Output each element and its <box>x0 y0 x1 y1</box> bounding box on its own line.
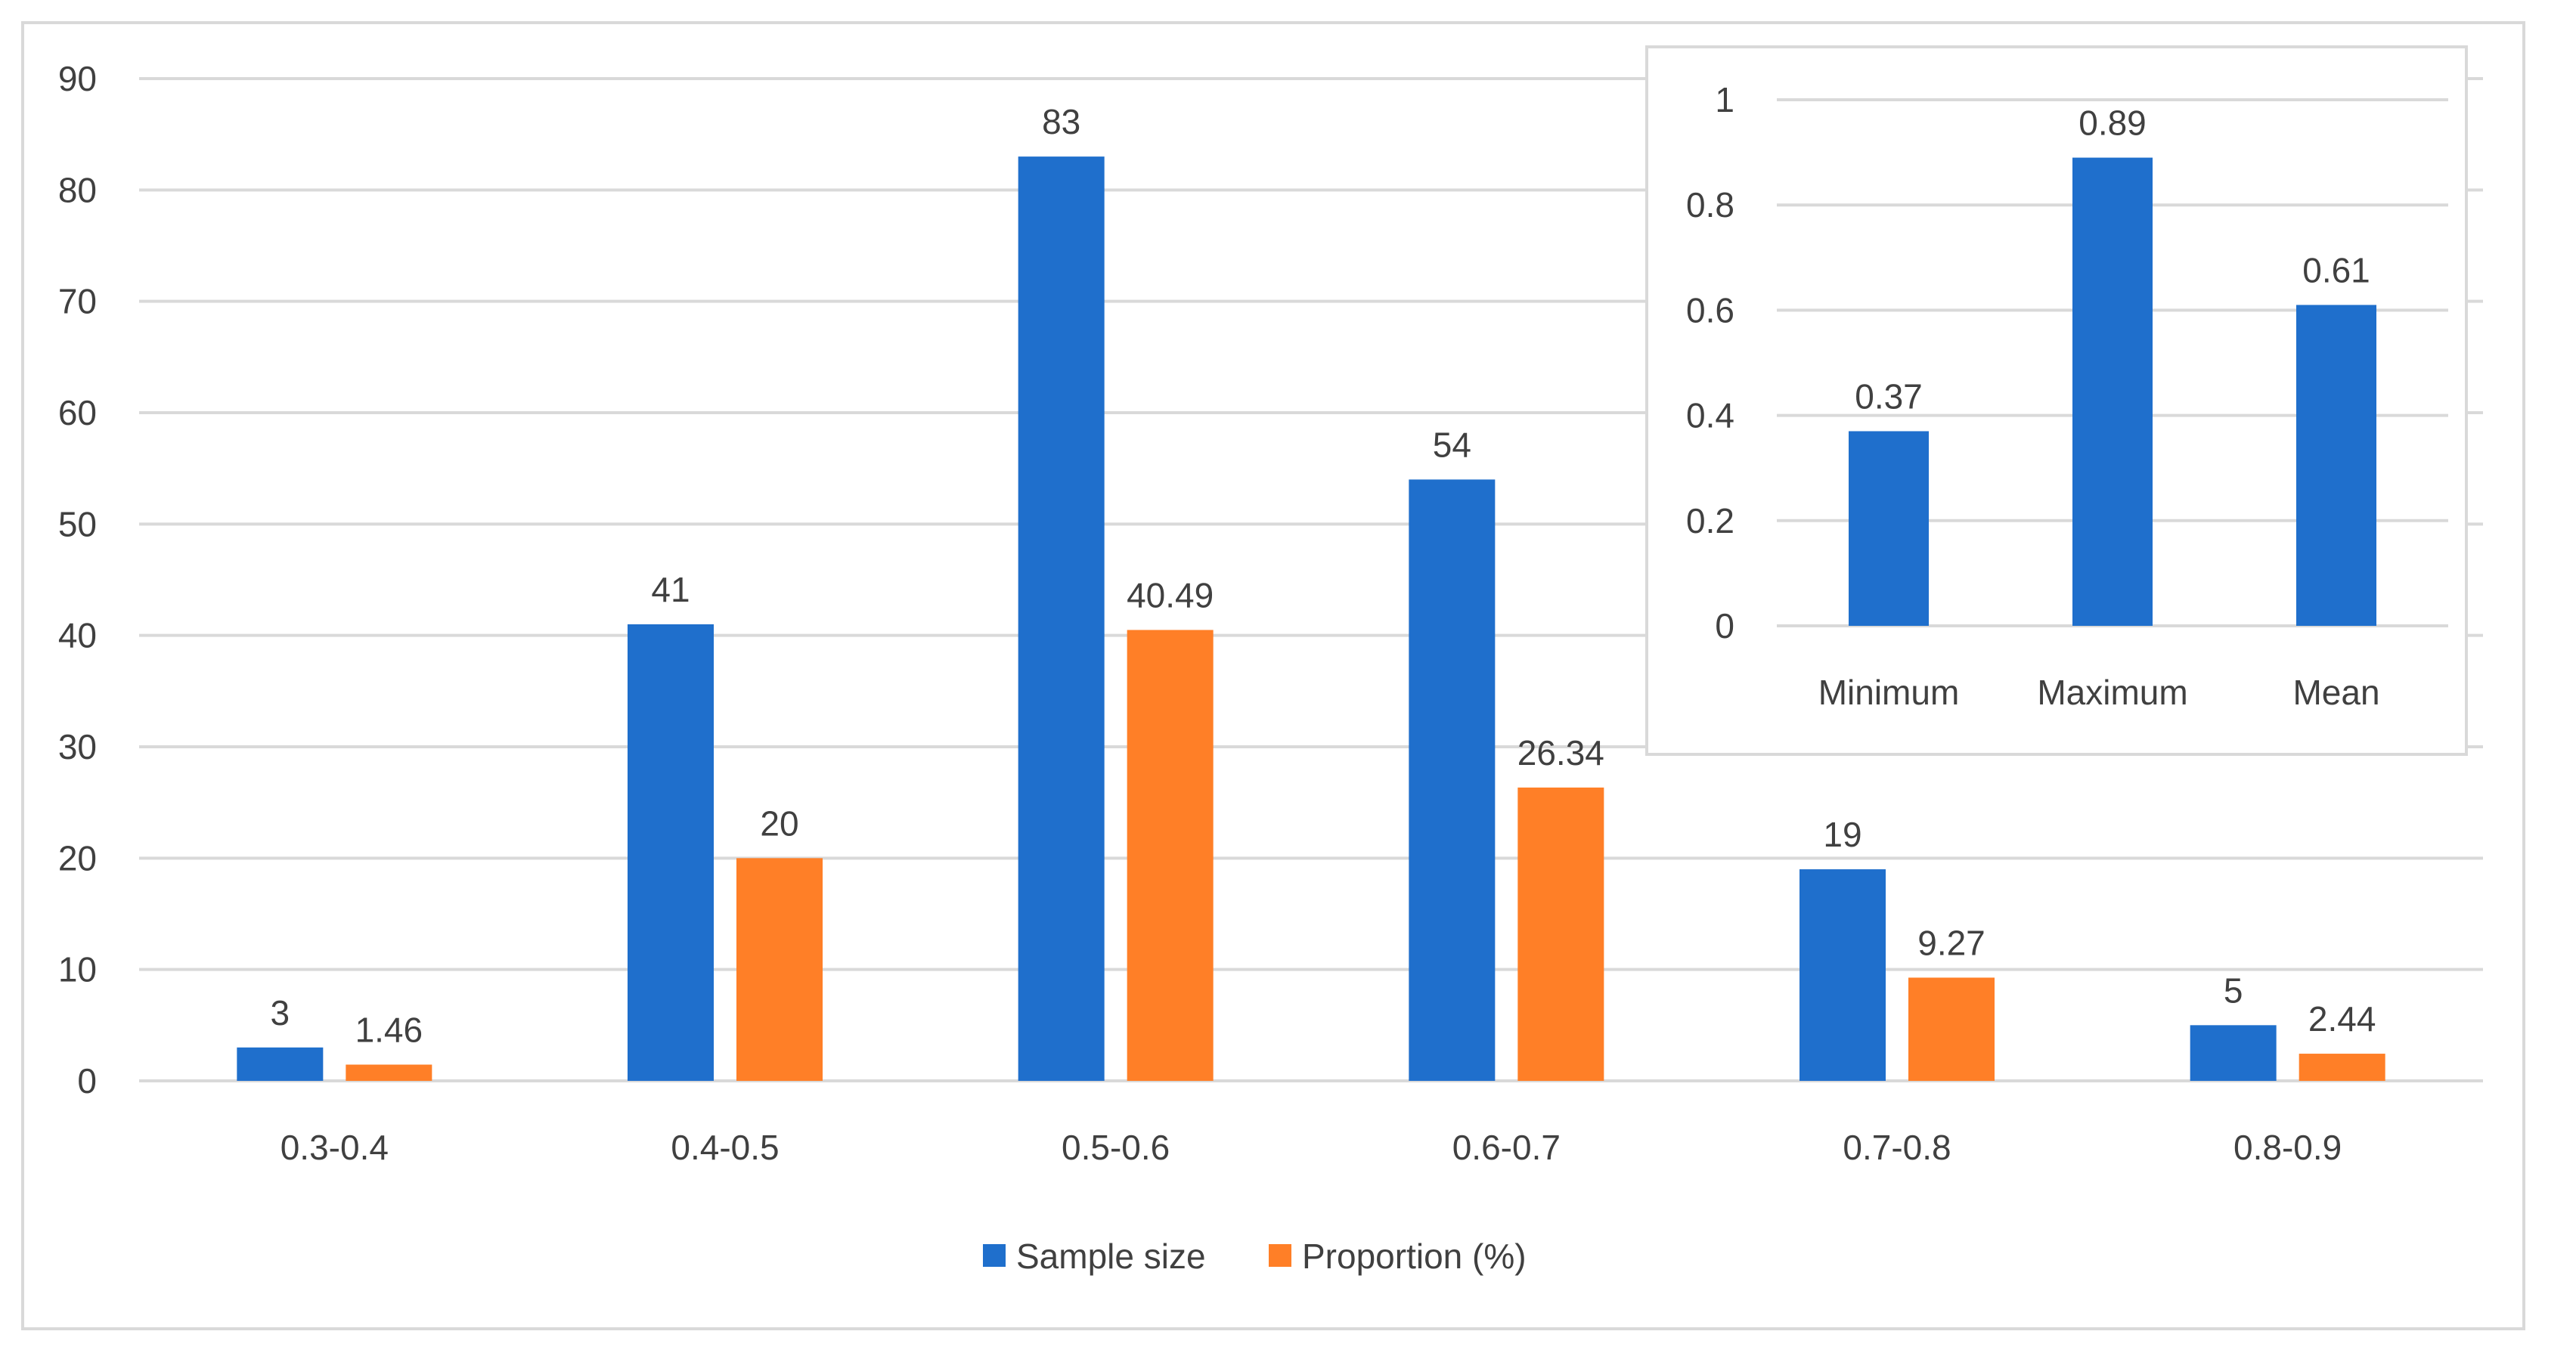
inset-x-tick-label: Minimum <box>1818 673 1960 712</box>
main-x-tick-label: 0.6-0.7 <box>1452 1128 1561 1167</box>
main-data-label-proportion-0-7-0-8: 9.27 <box>1917 923 1985 962</box>
main-y-tick-label: 20 <box>58 838 97 878</box>
main-y-tick-label: 40 <box>58 616 97 655</box>
main-bar-proportion-0-3-0-4 <box>346 1064 432 1081</box>
main-data-label-sample-size-0-7-0-8: 19 <box>1823 815 1861 854</box>
inset-data-label-value-minimum: 0.37 <box>1855 376 1923 416</box>
main-data-labels: 3 1.46 41 20 83 40.49 54 26.34 19 9.27 5 2.44 <box>271 102 2376 1049</box>
inset-x-tick-label: Maximum <box>2037 673 2187 712</box>
main-x-axis-ticks: 0.3-0.4 0.4-0.5 0.5-0.6 0.6-0.7 0.7-0.8 0.8-0… <box>281 1128 2342 1167</box>
main-bar-sample-size-0-7-0-8 <box>1799 869 1886 1081</box>
main-bar-sample-size-0-5-0-6 <box>1018 156 1105 1082</box>
main-data-label-proportion-0-3-0-4: 1.46 <box>355 1010 423 1049</box>
inset-y-tick-label: 0.6 <box>1686 290 1734 330</box>
inset-data-label-value-maximum: 0.89 <box>2078 104 2147 143</box>
main-x-tick-label: 0.3-0.4 <box>281 1128 389 1167</box>
inset-y-axis-ticks: 0 0.2 0.4 0.6 0.8 1 <box>1686 80 1734 645</box>
legend: Sample size Proportion (%) <box>983 1237 1527 1276</box>
main-data-label-proportion-0-8-0-9: 2.44 <box>2308 999 2376 1039</box>
main-bar-proportion-0-7-0-8 <box>1908 977 1995 1081</box>
main-data-label-sample-size-0-3-0-4: 3 <box>271 993 290 1032</box>
inset-y-tick-label: 0 <box>1715 606 1734 645</box>
main-y-tick-label: 30 <box>58 727 97 766</box>
main-bars <box>237 156 2385 1082</box>
main-data-label-proportion-0-4-0-5: 20 <box>760 803 798 843</box>
legend-label-proportion: Proportion (%) <box>1302 1237 1527 1276</box>
inset-bar-value-minimum <box>1849 431 1929 626</box>
main-data-label-proportion-0-5-0-6: 40.49 <box>1127 575 1214 615</box>
legend-label-sample-size: Sample size <box>1016 1237 1206 1276</box>
main-bar-sample-size-0-4-0-5 <box>628 624 714 1081</box>
main-x-tick-label: 0.5-0.6 <box>1062 1128 1170 1167</box>
legend-swatch-sample-size <box>983 1244 1006 1267</box>
main-data-label-sample-size-0-4-0-5: 41 <box>651 570 690 609</box>
main-bar-proportion-0-5-0-6 <box>1127 630 1214 1081</box>
main-y-tick-label: 0 <box>77 1061 97 1101</box>
main-data-label-sample-size-0-5-0-6: 83 <box>1042 102 1080 141</box>
main-bar-sample-size-0-3-0-4 <box>237 1047 324 1081</box>
inset-bar-value-maximum <box>2072 157 2153 626</box>
inset-y-tick-label: 1 <box>1715 80 1734 119</box>
main-bar-sample-size-0-8-0-9 <box>2190 1025 2277 1081</box>
main-y-axis-ticks: 0 10 20 30 40 50 60 70 80 90 <box>58 59 97 1101</box>
main-bar-sample-size-0-6-0-7 <box>1409 479 1496 1081</box>
main-data-label-sample-size-0-6-0-7: 54 <box>1433 425 1471 464</box>
main-bar-proportion-0-8-0-9 <box>2299 1054 2385 1081</box>
inset-bar-value-mean <box>2296 305 2376 626</box>
legend-swatch-proportion <box>1269 1244 1291 1267</box>
main-x-tick-label: 0.7-0.8 <box>1843 1128 1951 1167</box>
main-bar-proportion-0-6-0-7 <box>1517 787 1604 1081</box>
main-x-tick-label: 0.8-0.9 <box>2233 1128 2342 1167</box>
main-y-tick-label: 90 <box>58 59 97 98</box>
inset-bars <box>1849 157 2376 626</box>
main-y-tick-label: 60 <box>58 393 97 432</box>
inset-x-axis-ticks: Minimum Maximum Mean <box>1818 673 2380 712</box>
inset-data-label-value-mean: 0.61 <box>2302 250 2370 289</box>
inset-chart: 0 0.2 0.4 0.6 0.8 1 0.37 0.89 0.61 Minimum Maxim… <box>1645 45 2468 756</box>
inset-y-tick-label: 0.2 <box>1686 501 1734 540</box>
main-x-tick-label: 0.4-0.5 <box>671 1128 779 1167</box>
main-data-label-proportion-0-6-0-7: 26.34 <box>1517 733 1604 772</box>
main-y-tick-label: 80 <box>58 170 97 209</box>
main-y-tick-label: 10 <box>58 950 97 989</box>
inset-x-tick-label: Mean <box>2292 673 2379 712</box>
main-y-tick-label: 50 <box>58 504 97 543</box>
main-y-tick-label: 70 <box>58 282 97 321</box>
main-bar-proportion-0-4-0-5 <box>736 858 823 1081</box>
inset-data-labels: 0.37 0.89 0.61 <box>1855 104 2370 416</box>
inset-y-tick-label: 0.8 <box>1686 185 1734 224</box>
inset-y-tick-label: 0.4 <box>1686 396 1734 435</box>
main-data-label-sample-size-0-8-0-9: 5 <box>2224 971 2243 1010</box>
chart-frame: 0 10 20 30 40 50 60 70 80 90 3 1.46 41 20 83 40.49 54 26… <box>21 21 2525 1330</box>
